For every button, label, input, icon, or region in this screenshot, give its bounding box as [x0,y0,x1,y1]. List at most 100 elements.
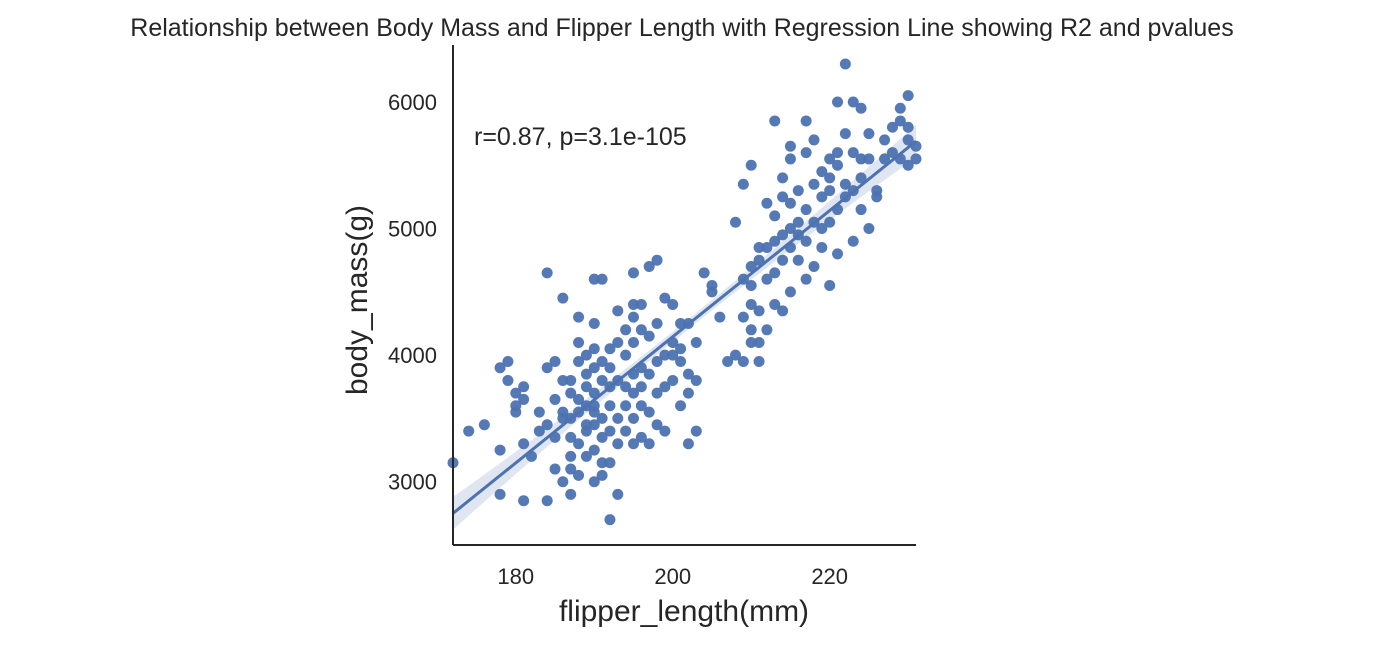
data-point [784,223,796,235]
data-point [690,425,702,437]
data-point [463,425,475,437]
data-point [855,204,867,216]
data-point [580,425,592,437]
data-point [737,311,749,323]
data-point [745,324,757,336]
data-point [533,406,545,418]
data-point [573,336,585,348]
data-point [784,197,796,209]
data-point [847,147,859,159]
data-point [565,374,577,386]
data-point [627,412,639,424]
data-point [478,419,490,431]
data-point [541,419,553,431]
data-point [769,235,781,247]
data-point [596,374,608,386]
data-point [557,476,569,488]
data-point [667,349,679,361]
data-point [777,229,789,241]
data-point [784,140,796,152]
data-point [643,406,655,418]
data-point [494,488,506,500]
data-point [855,153,867,165]
data-point [871,185,883,197]
data-point [761,197,773,209]
data-point [588,476,600,488]
data-point [777,254,789,266]
data-point [824,216,836,228]
data-point [596,355,608,367]
data-point [643,261,655,273]
data-point [620,425,632,437]
data-point [722,355,734,367]
data-point [730,216,742,228]
data-point [832,96,844,108]
data-point [651,387,663,399]
data-point [502,374,514,386]
data-point [565,387,577,399]
y-axis-label: body_mass(g) [341,205,374,395]
data-point [620,381,632,393]
data-point [675,400,687,412]
data-point [761,242,773,254]
data-point [800,147,812,159]
data-point [714,311,726,323]
data-point [565,431,577,443]
y-tick-label: 5000 [388,217,437,242]
data-point [565,450,577,462]
data-point [863,223,875,235]
data-point [580,368,592,380]
data-point [667,298,679,310]
data-point [839,128,851,140]
data-point [643,438,655,450]
data-point [769,267,781,279]
data-point [510,406,522,418]
data-point [659,292,671,304]
data-point [604,514,616,526]
data-point [886,147,898,159]
y-tick-label: 6000 [388,90,437,115]
data-point [682,438,694,450]
data-point [596,412,608,424]
data-point [824,153,836,165]
data-point [777,172,789,184]
data-point [855,102,867,114]
data-point [675,343,687,355]
data-point [573,355,585,367]
data-point [675,317,687,329]
data-point [557,292,569,304]
data-point [604,343,616,355]
data-point [643,368,655,380]
data-point [753,305,765,317]
data-point [800,204,812,216]
data-point [612,438,624,450]
data-point [784,286,796,298]
data-point [800,273,812,285]
data-point [659,381,671,393]
data-point [745,336,757,348]
data-point [894,115,906,127]
data-point [682,387,694,399]
data-point [533,425,545,437]
data-point [839,178,851,190]
data-point [800,235,812,247]
y-tick-label: 3000 [388,470,437,495]
data-point [824,185,836,197]
data-point [604,425,616,437]
data-point [549,393,561,405]
data-point [494,444,506,456]
data-point [745,298,757,310]
data-point [808,178,820,190]
data-point [690,336,702,348]
data-point [769,298,781,310]
data-point [879,134,891,146]
data-point [698,267,710,279]
correlation-annotation: r=0.87, p=3.1e-105 [474,123,687,151]
data-point [659,349,671,361]
data-point [777,305,789,317]
data-point [565,488,577,500]
x-tick-label: 220 [811,564,848,589]
x-tick-label: 180 [497,564,534,589]
regression-line [452,140,917,515]
data-point [588,343,600,355]
